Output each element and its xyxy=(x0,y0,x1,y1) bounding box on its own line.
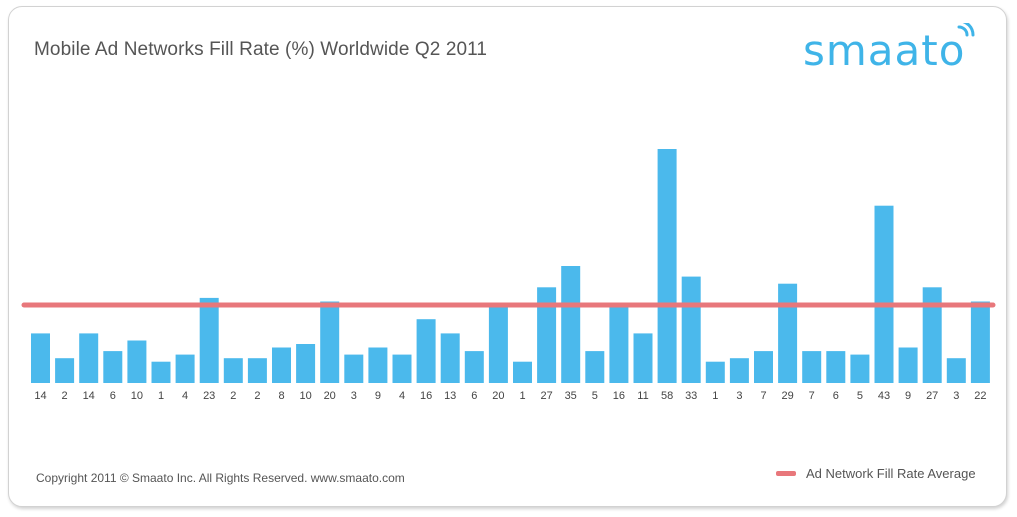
bar xyxy=(874,205,894,383)
bar xyxy=(537,287,557,383)
x-tick-label: 8 xyxy=(278,390,284,402)
x-tick-label: 3 xyxy=(736,390,742,402)
x-tick-label: 58 xyxy=(661,390,673,402)
bar xyxy=(175,354,195,383)
x-tick-label: 43 xyxy=(878,390,890,402)
bar xyxy=(561,266,581,383)
bar xyxy=(440,333,460,383)
bar xyxy=(898,347,918,383)
bar xyxy=(609,305,629,383)
bar xyxy=(826,351,846,383)
x-tick-label: 10 xyxy=(131,390,143,402)
x-tick-label: 1 xyxy=(519,390,525,402)
bar xyxy=(392,354,412,383)
bar xyxy=(151,361,171,383)
bar xyxy=(585,351,605,383)
x-tick-label: 7 xyxy=(760,390,766,402)
x-tick-label: 20 xyxy=(324,390,336,402)
chart-title: Mobile Ad Networks Fill Rate (%) Worldwi… xyxy=(34,39,488,60)
legend-label-average: Ad Network Fill Rate Average xyxy=(806,466,976,481)
x-tick-label: 5 xyxy=(592,390,598,402)
x-tick-label: 23 xyxy=(203,390,215,402)
bar xyxy=(922,287,942,383)
x-tick-label: 22 xyxy=(974,390,986,402)
bar xyxy=(970,301,990,383)
bar xyxy=(199,297,219,383)
legend: Ad Network Fill Rate Average xyxy=(776,466,976,481)
x-tick-label: 1 xyxy=(712,390,718,402)
bar xyxy=(633,333,653,383)
bar xyxy=(103,351,123,383)
x-tick-label: 3 xyxy=(953,390,959,402)
bar xyxy=(754,351,773,383)
x-tick-label: 29 xyxy=(781,390,793,402)
bar xyxy=(802,351,822,383)
bar xyxy=(850,354,870,383)
x-tick-label: 9 xyxy=(905,390,911,402)
bar xyxy=(705,361,725,383)
x-tick-label: 6 xyxy=(471,390,477,402)
bar xyxy=(320,301,340,383)
x-tick-label: 14 xyxy=(34,390,46,402)
x-tick-label: 9 xyxy=(375,390,381,402)
chart-frame xyxy=(8,6,1007,507)
x-tick-label: 10 xyxy=(299,390,311,402)
x-tick-label: 6 xyxy=(110,390,116,402)
bar xyxy=(296,344,316,383)
x-tick-label: 4 xyxy=(399,390,405,402)
x-tick-label: 6 xyxy=(833,390,839,402)
x-tick-label: 2 xyxy=(230,390,236,402)
bar xyxy=(31,333,50,383)
x-tick-label: 20 xyxy=(492,390,504,402)
bar xyxy=(247,358,267,383)
x-tick-label: 16 xyxy=(613,390,625,402)
bar xyxy=(368,347,388,383)
x-tick-label: 3 xyxy=(351,390,357,402)
legend-swatch-average xyxy=(776,471,796,476)
x-tick-label: 14 xyxy=(83,390,95,402)
copyright-text: Copyright 2011 © Smaato Inc. All Rights … xyxy=(36,471,405,485)
x-tick-label: 33 xyxy=(685,390,697,402)
x-tick-label: 2 xyxy=(254,390,260,402)
bar xyxy=(127,340,147,383)
x-tick-label: 5 xyxy=(857,390,863,402)
bar xyxy=(946,358,966,383)
x-tick-label: 35 xyxy=(565,390,577,402)
x-tick-label: 4 xyxy=(182,390,188,402)
bar xyxy=(223,358,243,383)
x-tick-label: 7 xyxy=(809,390,815,402)
smaato-logo: smaato xyxy=(803,26,966,75)
bar xyxy=(344,354,364,383)
x-tick-label: 27 xyxy=(540,390,552,402)
x-tick-label: 27 xyxy=(926,390,938,402)
signal-waves-icon xyxy=(957,23,975,37)
x-tick-label: 13 xyxy=(444,390,456,402)
bar xyxy=(79,333,99,383)
x-tick-label: 11 xyxy=(637,390,648,402)
x-tick-label: 16 xyxy=(420,390,432,402)
bar xyxy=(513,361,532,383)
bar xyxy=(729,358,749,383)
bar xyxy=(488,305,508,383)
bar xyxy=(657,149,677,383)
bar xyxy=(272,347,291,383)
bar xyxy=(681,276,701,383)
bar xyxy=(778,283,798,383)
x-tick-label: 2 xyxy=(62,390,68,402)
x-tick-label: 1 xyxy=(158,390,164,402)
bar xyxy=(416,319,436,383)
bar xyxy=(464,351,484,383)
bar xyxy=(55,358,75,383)
